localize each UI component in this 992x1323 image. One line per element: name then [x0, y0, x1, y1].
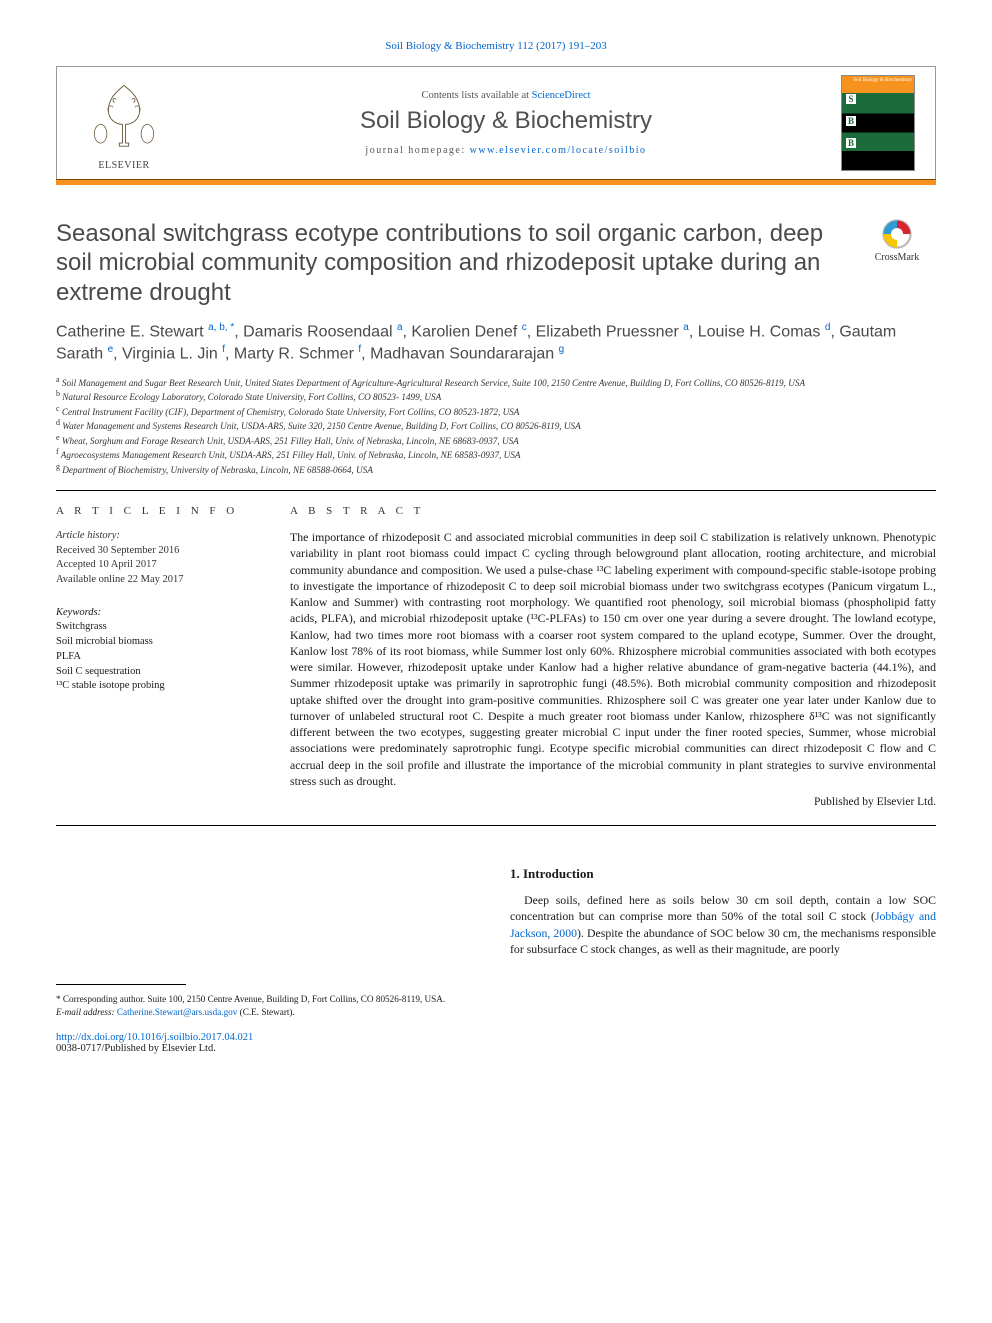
- page-container: Soil Biology & Biochemistry 112 (2017) 1…: [0, 0, 992, 1094]
- cover-letter-b2: B: [846, 138, 856, 148]
- issn-line: 0038-0717/Published by Elsevier Ltd.: [56, 1043, 216, 1054]
- divider-2: [56, 825, 936, 826]
- footnote-separator: [56, 984, 186, 985]
- authors-list: Catherine E. Stewart a, b, *, Damaris Ro…: [56, 321, 936, 365]
- journal-homepage-line: journal homepage: www.elsevier.com/locat…: [189, 145, 823, 156]
- journal-cover-region: Soil Biology & Biochemistry S B B: [833, 75, 923, 171]
- journal-header-center: Contents lists available at ScienceDirec…: [189, 90, 823, 156]
- article-info-row: A R T I C L E I N F O Article history: R…: [56, 505, 936, 811]
- abstract-text: The importance of rhizodeposit C and ass…: [290, 529, 936, 811]
- corresponding-author-footnote: * Corresponding author. Suite 100, 2150 …: [56, 993, 482, 1005]
- introduction-heading: 1. Introduction: [510, 866, 936, 882]
- article-title: Seasonal switchgrass ecotype contributio…: [56, 219, 842, 307]
- doi-link[interactable]: http://dx.doi.org/10.1016/j.soilbio.2017…: [56, 1032, 253, 1043]
- history-label: Article history:: [56, 529, 262, 544]
- homepage-prefix: journal homepage:: [365, 145, 469, 156]
- journal-header-box: ELSEVIER Contents lists available at Sci…: [56, 66, 936, 180]
- publisher-logo-label: ELSEVIER: [85, 160, 163, 171]
- affiliation-line: d Water Management and Systems Research …: [56, 418, 936, 432]
- publisher-line: Published by Elsevier Ltd.: [290, 795, 936, 811]
- keyword-line: ¹³C stable isotope probing: [56, 679, 262, 694]
- history-line: Available online 22 May 2017: [56, 573, 262, 588]
- affiliation-line: g Department of Biochemistry, University…: [56, 462, 936, 476]
- keywords-block: Keywords: SwitchgrassSoil microbial biom…: [56, 606, 262, 694]
- elsevier-tree-icon: [85, 76, 163, 154]
- affiliation-line: a Soil Management and Sugar Beet Researc…: [56, 375, 936, 389]
- title-text-region: Seasonal switchgrass ecotype contributio…: [56, 219, 842, 307]
- article-info-heading: A R T I C L E I N F O: [56, 505, 262, 517]
- contents-prefix: Contents lists available at: [421, 90, 531, 101]
- keyword-line: PLFA: [56, 650, 262, 665]
- affiliation-line: f Agroecosystems Management Research Uni…: [56, 447, 936, 461]
- elsevier-logo: ELSEVIER: [85, 76, 163, 171]
- intro-para-head: Deep soils, defined here as soils below …: [510, 893, 936, 923]
- abstract-column: A B S T R A C T The importance of rhizod…: [290, 505, 936, 811]
- history-line: Accepted 10 April 2017: [56, 558, 262, 573]
- keyword-line: Switchgrass: [56, 620, 262, 635]
- crossmark-badge[interactable]: CrossMark: [858, 219, 936, 307]
- publisher-logo-region: ELSEVIER: [69, 76, 179, 171]
- affiliation-line: c Central Instrument Facility (CIF), Dep…: [56, 404, 936, 418]
- divider-1: [56, 490, 936, 491]
- journal-homepage-link[interactable]: www.elsevier.com/locate/soilbio: [470, 145, 647, 156]
- email-tail: (C.E. Stewart).: [237, 1007, 294, 1017]
- crossmark-label: CrossMark: [858, 252, 936, 263]
- contents-lists-line: Contents lists available at ScienceDirec…: [189, 90, 823, 101]
- keyword-line: Soil microbial biomass: [56, 635, 262, 650]
- affiliation-line: e Wheat, Sorghum and Forage Research Uni…: [56, 433, 936, 447]
- sciencedirect-link[interactable]: ScienceDirect: [532, 90, 591, 101]
- keyword-line: Soil C sequestration: [56, 665, 262, 680]
- journal-cover-thumbnail: Soil Biology & Biochemistry S B B: [841, 75, 915, 171]
- cover-letter-b1: B: [846, 116, 856, 126]
- crossmark-icon: [882, 219, 912, 249]
- doi-block: http://dx.doi.org/10.1016/j.soilbio.2017…: [56, 1032, 482, 1054]
- orange-divider-bar: [56, 179, 936, 185]
- email-label: E-mail address:: [56, 1007, 117, 1017]
- introduction-paragraph: Deep soils, defined here as soils below …: [510, 892, 936, 957]
- journal-name: Soil Biology & Biochemistry: [189, 107, 823, 135]
- citation-link[interactable]: Soil Biology & Biochemistry 112 (2017) 1…: [385, 40, 606, 52]
- keywords-label: Keywords:: [56, 606, 262, 621]
- affiliations-list: a Soil Management and Sugar Beet Researc…: [56, 375, 936, 476]
- cover-letter-s: S: [846, 94, 856, 104]
- abstract-heading: A B S T R A C T: [290, 505, 936, 517]
- article-history: Article history: Received 30 September 2…: [56, 529, 262, 588]
- title-block: Seasonal switchgrass ecotype contributio…: [56, 219, 936, 307]
- body-two-column: * Corresponding author. Suite 100, 2150 …: [56, 866, 936, 1054]
- left-body-column: * Corresponding author. Suite 100, 2150 …: [56, 866, 482, 1054]
- abstract-body: The importance of rhizodeposit C and ass…: [290, 530, 936, 788]
- history-line: Received 30 September 2016: [56, 544, 262, 559]
- cover-label: Soil Biology & Biochemistry: [853, 78, 912, 84]
- article-info-column: A R T I C L E I N F O Article history: R…: [56, 505, 262, 811]
- top-citation: Soil Biology & Biochemistry 112 (2017) 1…: [56, 40, 936, 52]
- email-footnote: E-mail address: Catherine.Stewart@ars.us…: [56, 1006, 482, 1018]
- corresponding-email-link[interactable]: Catherine.Stewart@ars.usda.gov: [117, 1007, 237, 1017]
- affiliation-line: b Natural Resource Ecology Laboratory, C…: [56, 389, 936, 403]
- right-body-column: 1. Introduction Deep soils, defined here…: [510, 866, 936, 1054]
